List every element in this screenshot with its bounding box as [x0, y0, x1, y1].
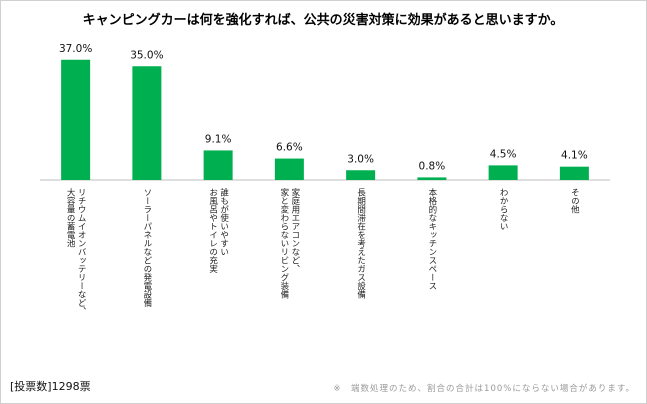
category-label: 本格的なキッチンスペース [427, 187, 437, 290]
category-label: 家と変わらないリビング装備 [279, 187, 289, 299]
bar [61, 59, 91, 180]
category-label: リチウムイオンバッテリーなど、 [76, 188, 86, 316]
category-label: 誰もが使いやすい [219, 187, 229, 256]
category-label: わからない [498, 188, 508, 231]
category-label: お風呂やトイレの充実 [208, 188, 218, 274]
bar [132, 66, 162, 180]
category-label: 大容量の蓄電池 [65, 187, 75, 247]
bar [346, 170, 376, 180]
data-label: 37.0% [59, 43, 92, 55]
data-label: 9.1% [205, 133, 232, 145]
bar [417, 177, 447, 180]
bar [488, 165, 518, 180]
bar [203, 150, 233, 180]
data-label: 3.0% [347, 153, 374, 165]
data-label: 35.0% [130, 49, 163, 61]
category-label: その他 [569, 188, 579, 214]
data-label: 4.5% [490, 148, 517, 160]
rounding-note: ※ 端数処理のため、割合の合計は100%にならない場合があります。 [333, 384, 635, 394]
data-label: 4.1% [561, 150, 588, 162]
data-label: 6.6% [276, 142, 303, 154]
category-label: 長期間滞在を考えたガス設備 [356, 188, 366, 299]
vote-count: [投票数]1298票 [10, 380, 91, 393]
category-label: ソーラーパネルなどの発電設備 [142, 188, 152, 308]
chart-title: キャンピングカーは何を強化すれば、公共の災害対策に効果があると思いますか。 [83, 12, 564, 28]
category-label: 家庭用エアコンなど、 [290, 187, 300, 273]
bar [274, 158, 304, 180]
bar [559, 166, 589, 180]
data-label: 0.8% [419, 160, 446, 172]
